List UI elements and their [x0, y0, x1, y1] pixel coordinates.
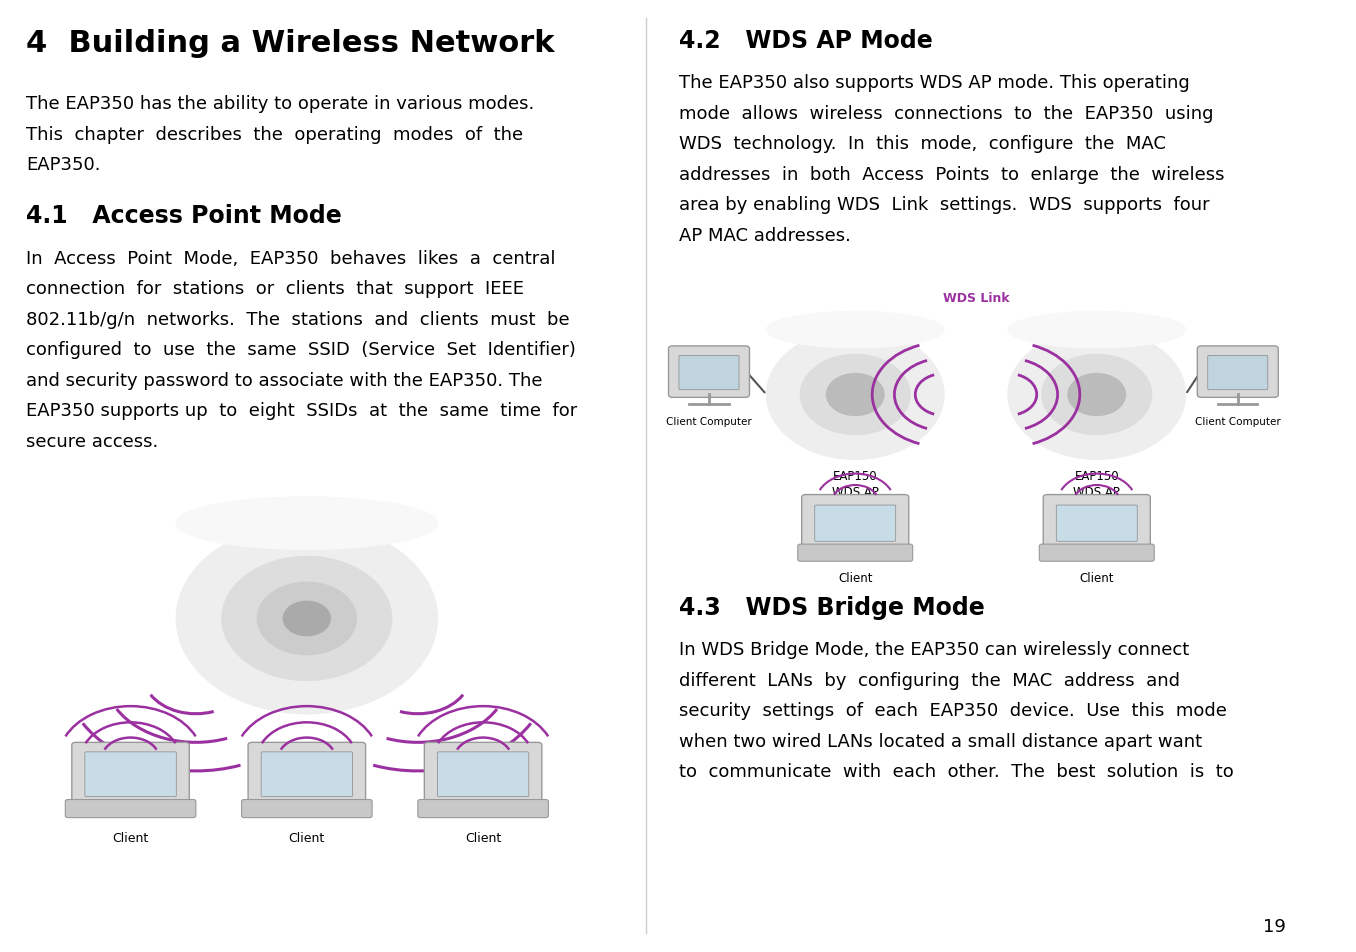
Text: area by enabling WDS  Link  settings.  WDS  supports  four: area by enabling WDS Link settings. WDS … [679, 196, 1210, 214]
Circle shape [766, 330, 944, 460]
Text: addresses  in  both  Access  Points  to  enlarge  the  wireless: addresses in both Access Points to enlar… [679, 166, 1224, 184]
FancyBboxPatch shape [815, 506, 896, 542]
FancyBboxPatch shape [418, 800, 548, 818]
Text: different  LANs  by  configuring  the  MAC  address  and: different LANs by configuring the MAC ad… [679, 671, 1180, 689]
Circle shape [176, 524, 438, 714]
Text: WDS Link: WDS Link [942, 291, 1009, 305]
Text: 19: 19 [1264, 917, 1285, 935]
Text: security  settings  of  each  EAP350  device.  Use  this  mode: security settings of each EAP350 device.… [679, 702, 1227, 720]
FancyBboxPatch shape [65, 800, 195, 818]
Text: This  chapter  describes  the  operating  modes  of  the: This chapter describes the operating mod… [26, 126, 523, 144]
Text: Client Computer: Client Computer [1195, 417, 1280, 426]
FancyBboxPatch shape [1208, 356, 1268, 390]
Circle shape [258, 583, 357, 655]
Text: 802.11b/g/n  networks.  The  stations  and  clients  must  be: 802.11b/g/n networks. The stations and c… [26, 310, 570, 328]
Text: WDS  technology.  In  this  mode,  configure  the  MAC: WDS technology. In this mode, configure … [679, 135, 1166, 153]
Text: connection  for  stations  or  clients  that  support  IEEE: connection for stations or clients that … [26, 280, 525, 298]
Text: Client: Client [113, 831, 149, 844]
Text: In WDS Bridge Mode, the EAP350 can wirelessly connect: In WDS Bridge Mode, the EAP350 can wirel… [679, 641, 1189, 659]
Text: EAP350 supports up  to  eight  SSIDs  at  the  same  time  for: EAP350 supports up to eight SSIDs at the… [26, 402, 578, 420]
FancyBboxPatch shape [1197, 347, 1279, 398]
Ellipse shape [176, 497, 438, 550]
Text: The EAP350 also supports WDS AP mode. This operating: The EAP350 also supports WDS AP mode. Th… [679, 74, 1189, 92]
Text: Client: Client [289, 831, 325, 844]
Circle shape [283, 602, 331, 636]
Circle shape [1069, 374, 1125, 416]
Text: mode  allows  wireless  connections  to  the  EAP350  using: mode allows wireless connections to the … [679, 105, 1214, 123]
FancyBboxPatch shape [797, 545, 913, 562]
Text: to  communicate  with  each  other.  The  best  solution  is  to: to communicate with each other. The best… [679, 763, 1234, 781]
Text: EAP350.: EAP350. [26, 156, 100, 174]
Circle shape [222, 557, 392, 681]
Text: The EAP350 has the ability to operate in various modes.: The EAP350 has the ability to operate in… [26, 95, 534, 113]
FancyBboxPatch shape [241, 800, 372, 818]
Circle shape [1041, 355, 1151, 435]
FancyBboxPatch shape [262, 752, 353, 797]
Text: AP MAC addresses.: AP MAC addresses. [679, 227, 850, 245]
Text: EAP150
WDS AP: EAP150 WDS AP [831, 469, 879, 498]
Text: secure access.: secure access. [26, 432, 159, 450]
FancyBboxPatch shape [1043, 495, 1150, 550]
FancyBboxPatch shape [669, 347, 750, 398]
FancyBboxPatch shape [424, 743, 542, 805]
FancyBboxPatch shape [679, 356, 739, 390]
Circle shape [827, 374, 884, 416]
Text: 4.3   WDS Bridge Mode: 4.3 WDS Bridge Mode [679, 595, 984, 619]
FancyBboxPatch shape [248, 743, 366, 805]
Text: 4.1   Access Point Mode: 4.1 Access Point Mode [26, 204, 342, 228]
Text: Client: Client [465, 831, 502, 844]
Ellipse shape [766, 312, 944, 348]
Text: Client Computer: Client Computer [666, 417, 751, 426]
Text: and security password to associate with the EAP350. The: and security password to associate with … [26, 371, 542, 389]
Text: 4  Building a Wireless Network: 4 Building a Wireless Network [26, 29, 555, 57]
Text: 4.2   WDS AP Mode: 4.2 WDS AP Mode [679, 29, 933, 52]
Text: Client: Client [838, 571, 872, 585]
FancyBboxPatch shape [801, 495, 909, 550]
Ellipse shape [1008, 312, 1185, 348]
Text: EAP150
WDS AP: EAP150 WDS AP [1074, 469, 1120, 498]
Text: Client: Client [1079, 571, 1115, 585]
FancyBboxPatch shape [72, 743, 190, 805]
Circle shape [1008, 330, 1185, 460]
FancyBboxPatch shape [1039, 545, 1154, 562]
Circle shape [800, 355, 910, 435]
Text: configured  to  use  the  same  SSID  (Service  Set  Identifier): configured to use the same SSID (Service… [26, 341, 576, 359]
Text: In  Access  Point  Mode,  EAP350  behaves  likes  a  central: In Access Point Mode, EAP350 behaves lik… [26, 249, 556, 268]
FancyBboxPatch shape [1056, 506, 1138, 542]
FancyBboxPatch shape [438, 752, 529, 797]
FancyBboxPatch shape [85, 752, 176, 797]
Text: when two wired LANs located a small distance apart want: when two wired LANs located a small dist… [679, 732, 1201, 750]
